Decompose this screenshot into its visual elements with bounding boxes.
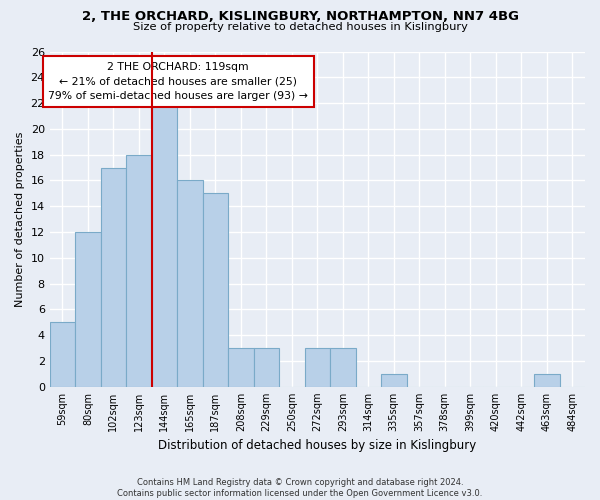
Text: Size of property relative to detached houses in Kislingbury: Size of property relative to detached ho… [133,22,467,32]
Bar [75,232,101,387]
Y-axis label: Number of detached properties: Number of detached properties [15,132,25,307]
Bar [152,103,177,387]
Bar [177,180,203,387]
Bar [254,348,279,387]
Text: Contains HM Land Registry data © Crown copyright and database right 2024.
Contai: Contains HM Land Registry data © Crown c… [118,478,482,498]
Bar [330,348,356,387]
X-axis label: Distribution of detached houses by size in Kislingbury: Distribution of detached houses by size … [158,440,476,452]
Bar [126,154,152,387]
Text: 2, THE ORCHARD, KISLINGBURY, NORTHAMPTON, NN7 4BG: 2, THE ORCHARD, KISLINGBURY, NORTHAMPTON… [82,10,518,23]
Bar [228,348,254,387]
Bar [203,194,228,387]
Bar [101,168,126,387]
Bar [305,348,330,387]
Bar [381,374,407,387]
Bar [534,374,560,387]
Bar [50,322,75,387]
Text: 2 THE ORCHARD: 119sqm
← 21% of detached houses are smaller (25)
79% of semi-deta: 2 THE ORCHARD: 119sqm ← 21% of detached … [48,62,308,101]
